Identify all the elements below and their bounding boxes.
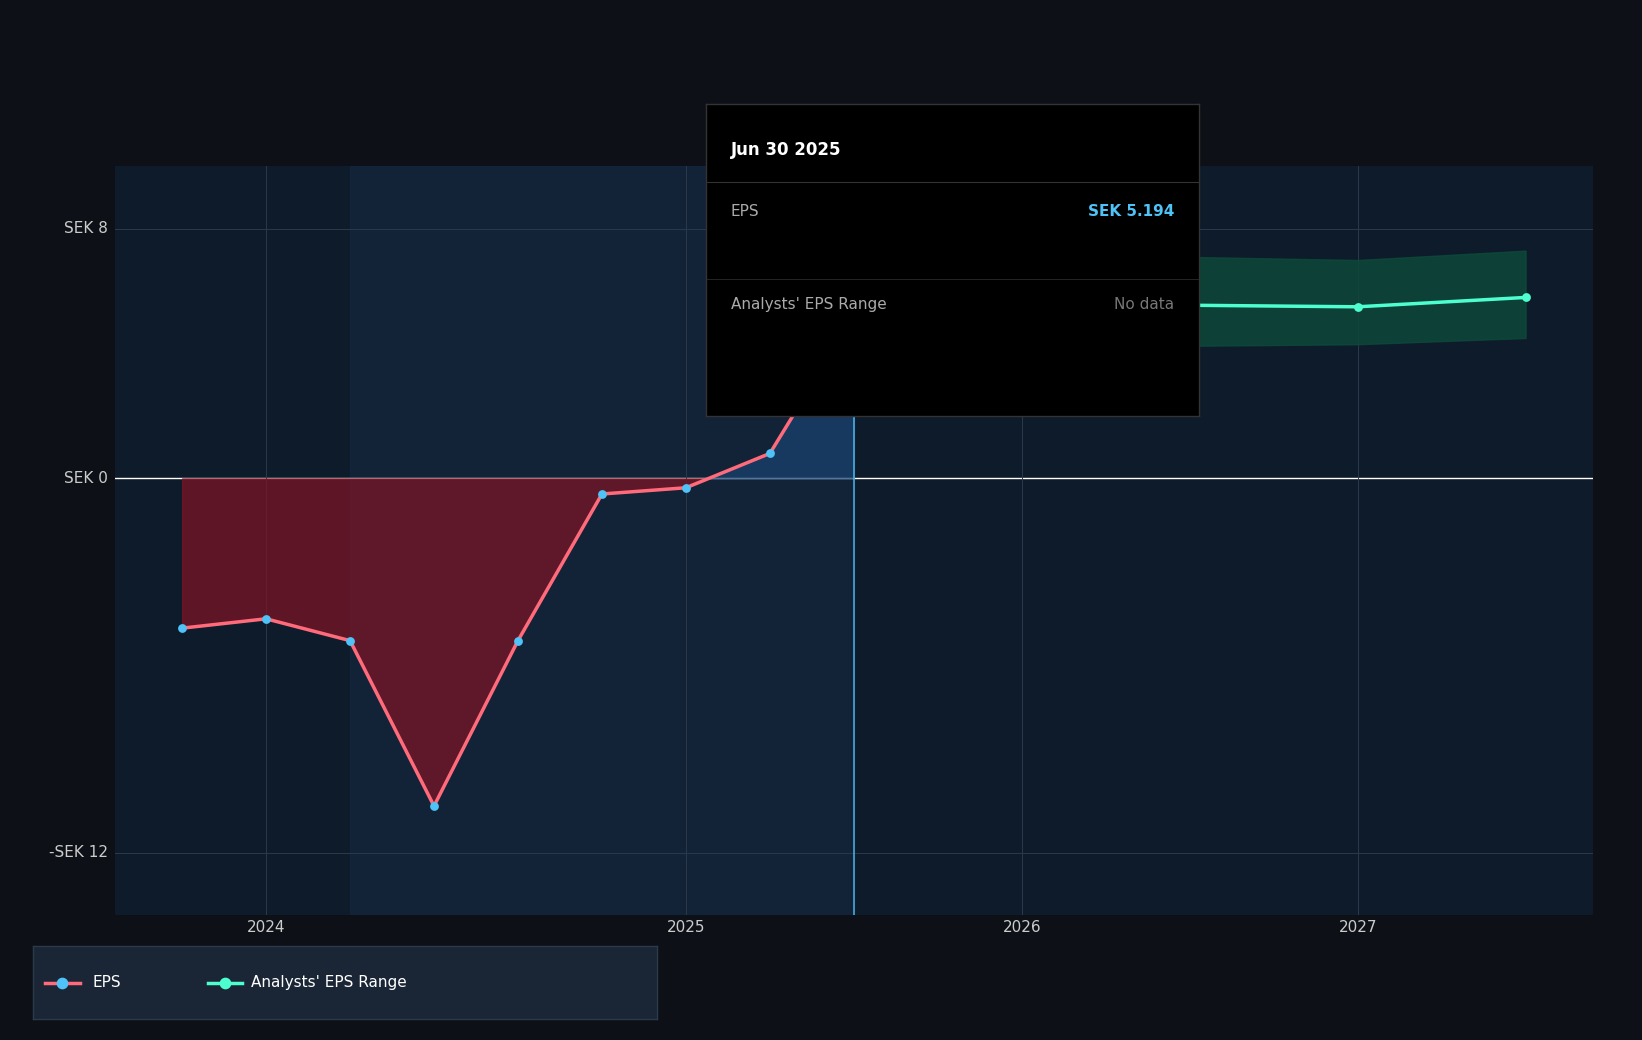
Point — [212, 974, 238, 991]
Point — [1512, 289, 1539, 306]
Point — [253, 610, 279, 627]
Text: SEK 0: SEK 0 — [64, 471, 108, 486]
Point — [420, 798, 447, 814]
Point — [673, 479, 699, 496]
Text: Analysts' EPS Range: Analysts' EPS Range — [251, 976, 407, 990]
Point — [841, 308, 867, 324]
Text: SEK 8: SEK 8 — [64, 222, 108, 236]
Text: Jun 30 2025: Jun 30 2025 — [731, 141, 841, 159]
Text: EPS: EPS — [92, 976, 122, 990]
Point — [1008, 295, 1034, 312]
Point — [169, 620, 195, 636]
Text: Actual: Actual — [778, 200, 837, 217]
Point — [841, 308, 867, 324]
Bar — [350, 166, 854, 915]
Point — [757, 445, 783, 462]
Point — [589, 486, 616, 502]
Text: No data: No data — [1113, 297, 1174, 312]
Point — [504, 632, 530, 649]
Point — [337, 632, 363, 649]
Text: -SEK 12: -SEK 12 — [49, 846, 108, 860]
Text: Analysts Forecasts: Analysts Forecasts — [870, 200, 1025, 217]
Point — [841, 308, 867, 324]
Text: SEK 5.194: SEK 5.194 — [1087, 204, 1174, 218]
Text: EPS: EPS — [731, 204, 759, 218]
Point — [49, 974, 76, 991]
Point — [1345, 298, 1371, 315]
Text: Analysts' EPS Range: Analysts' EPS Range — [731, 297, 887, 312]
